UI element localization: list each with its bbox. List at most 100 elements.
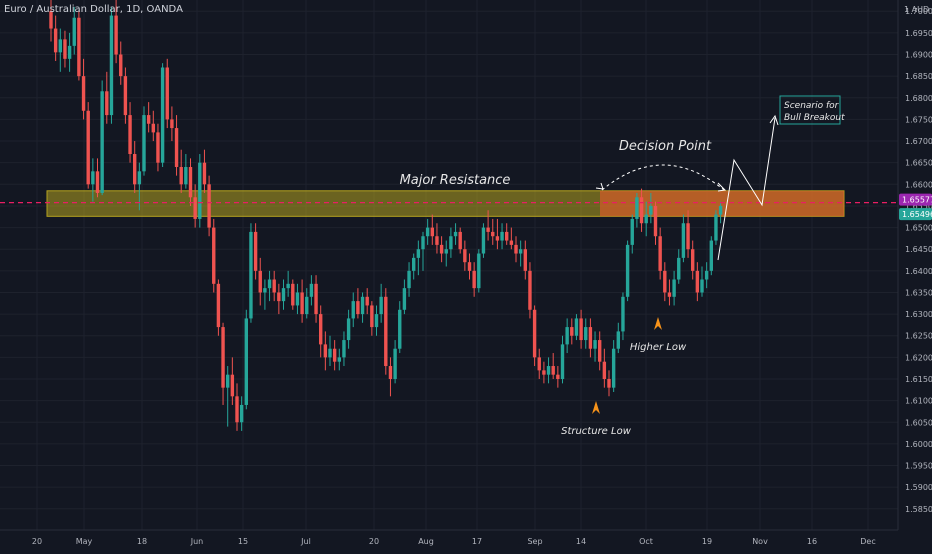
candle-up[interactable]: [644, 214, 648, 224]
candle-down[interactable]: [491, 231, 495, 237]
candle-down[interactable]: [486, 227, 490, 232]
candle-down[interactable]: [639, 197, 644, 224]
candle-down[interactable]: [53, 28, 58, 53]
candle-down[interactable]: [430, 227, 434, 237]
candle-down[interactable]: [314, 283, 318, 315]
candle-down[interactable]: [119, 54, 123, 77]
candle-up[interactable]: [398, 309, 402, 349]
candle-up[interactable]: [421, 236, 425, 250]
candle-up[interactable]: [281, 288, 286, 302]
candle-down[interactable]: [146, 115, 151, 124]
candle-down[interactable]: [277, 292, 281, 302]
candle-up[interactable]: [226, 374, 230, 388]
candle-up[interactable]: [379, 296, 383, 315]
candle-up[interactable]: [700, 279, 704, 293]
candle-down[interactable]: [202, 162, 207, 185]
candle-up[interactable]: [621, 296, 625, 332]
candle-up[interactable]: [295, 292, 300, 306]
candle-down[interactable]: [156, 132, 160, 163]
candle-up[interactable]: [72, 17, 76, 46]
candle-down[interactable]: [49, 11, 53, 29]
candle-up[interactable]: [346, 318, 351, 341]
candle-up[interactable]: [142, 115, 146, 172]
candle-up[interactable]: [393, 348, 397, 380]
candle-up[interactable]: [263, 288, 267, 293]
candle-up[interactable]: [565, 327, 569, 345]
candle-down[interactable]: [556, 374, 560, 380]
candle-up[interactable]: [611, 348, 616, 388]
candle-up[interactable]: [286, 283, 290, 289]
candle-down[interactable]: [300, 292, 304, 315]
candle-down[interactable]: [170, 119, 174, 129]
candle-down[interactable]: [188, 167, 193, 198]
candle-down[interactable]: [598, 340, 602, 362]
candle-down[interactable]: [323, 344, 328, 358]
candle-up[interactable]: [267, 279, 272, 289]
candle-down[interactable]: [332, 348, 337, 362]
candle-down[interactable]: [133, 154, 137, 185]
candle-up[interactable]: [309, 283, 314, 297]
candle-up[interactable]: [67, 45, 72, 59]
candle-down[interactable]: [272, 279, 276, 293]
candle-down[interactable]: [356, 301, 360, 315]
candle-down[interactable]: [179, 167, 183, 185]
candle-down[interactable]: [221, 327, 225, 388]
candle-down[interactable]: [579, 318, 583, 341]
candle-up[interactable]: [630, 218, 634, 245]
candle-up[interactable]: [407, 270, 411, 289]
candle-down[interactable]: [216, 283, 221, 328]
candle-up[interactable]: [546, 366, 551, 375]
candle-down[interactable]: [691, 249, 695, 271]
candle-down[interactable]: [105, 91, 109, 116]
candle-down[interactable]: [467, 262, 472, 271]
candle-up[interactable]: [718, 205, 723, 215]
candle-down[interactable]: [258, 270, 262, 293]
candle-up[interactable]: [91, 171, 95, 185]
candle-up[interactable]: [160, 67, 165, 163]
candle-up[interactable]: [453, 231, 458, 237]
candle-up[interactable]: [616, 331, 620, 349]
candle-down[interactable]: [532, 309, 537, 358]
candle-down[interactable]: [230, 374, 235, 397]
candle-down[interactable]: [458, 231, 462, 250]
candle-down[interactable]: [537, 357, 541, 371]
candle-down[interactable]: [439, 244, 444, 254]
candle-down[interactable]: [114, 15, 118, 55]
candle-up[interactable]: [677, 257, 681, 280]
candle-up[interactable]: [337, 357, 341, 362]
candle-down[interactable]: [551, 366, 555, 375]
candle-down[interactable]: [509, 240, 514, 245]
candle-down[interactable]: [207, 184, 211, 228]
candle-down[interactable]: [667, 292, 672, 297]
candle-up[interactable]: [709, 240, 713, 271]
candle-up[interactable]: [672, 279, 676, 297]
candle-up[interactable]: [249, 231, 253, 319]
candle-down[interactable]: [495, 236, 500, 241]
candle-up[interactable]: [305, 296, 309, 315]
candle-up[interactable]: [328, 348, 332, 358]
candle-down[interactable]: [514, 244, 518, 254]
candle-up[interactable]: [518, 249, 523, 254]
candle-up[interactable]: [109, 15, 114, 116]
candle-down[interactable]: [370, 305, 374, 328]
candle-up[interactable]: [402, 288, 407, 310]
candle-down[interactable]: [472, 270, 476, 289]
candle-down[interactable]: [505, 231, 509, 241]
candle-up[interactable]: [625, 244, 630, 297]
candle-down[interactable]: [253, 231, 258, 271]
candle-up[interactable]: [593, 340, 597, 349]
candle-up[interactable]: [416, 249, 421, 258]
candle-down[interactable]: [570, 327, 574, 336]
candle-up[interactable]: [560, 344, 565, 380]
candle-down[interactable]: [174, 128, 179, 168]
candle-down[interactable]: [81, 76, 86, 111]
candle-up[interactable]: [351, 301, 355, 319]
candle-down[interactable]: [528, 270, 532, 310]
candle-down[interactable]: [542, 370, 546, 375]
candle-down[interactable]: [63, 39, 67, 59]
candle-up[interactable]: [244, 318, 248, 405]
candle-up[interactable]: [58, 39, 62, 53]
candle-down[interactable]: [588, 327, 593, 349]
candle-down[interactable]: [695, 270, 700, 293]
